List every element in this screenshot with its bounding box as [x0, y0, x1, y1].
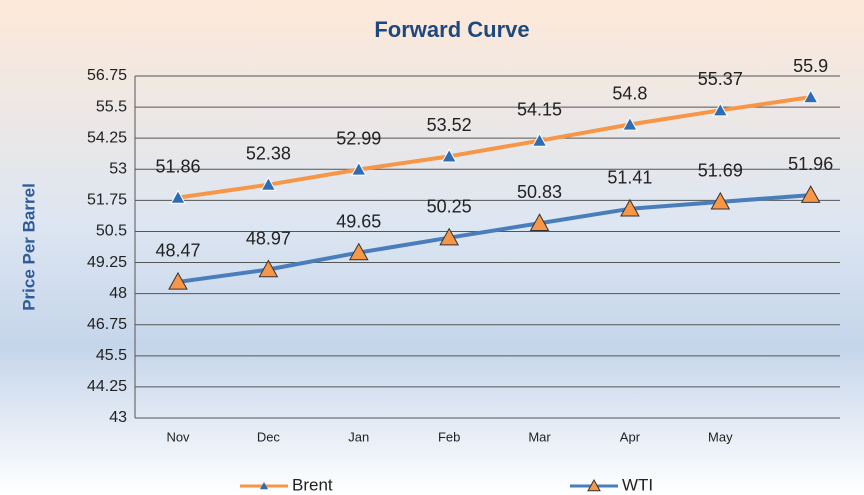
x-tick-label: Jan	[348, 429, 369, 444]
x-tick-label: Dec	[257, 429, 281, 444]
marker	[168, 271, 188, 290]
marker	[802, 89, 819, 104]
y-tick-label: 45.5	[96, 347, 127, 364]
y-tick-label: 56.75	[87, 67, 127, 84]
y-tick-label: 48	[109, 285, 127, 302]
legend-label: Brent	[292, 475, 333, 494]
data-label: 48.47	[155, 241, 200, 261]
data-label: 51.69	[698, 161, 743, 181]
marker	[622, 116, 638, 131]
x-tick-label: Apr	[620, 429, 641, 444]
marker	[350, 161, 367, 176]
series-line	[177, 193, 811, 284]
marker	[439, 227, 460, 246]
data-label: 52.99	[336, 128, 381, 148]
data-label: 50.25	[427, 196, 472, 216]
marker	[531, 132, 548, 147]
y-tick-label: 53	[109, 160, 127, 177]
data-label: 52.38	[246, 143, 291, 163]
marker	[170, 189, 186, 204]
x-tick-label: Feb	[438, 429, 460, 444]
legend-label: WTI	[622, 475, 653, 494]
y-tick-label: 49.25	[87, 254, 127, 271]
data-label: 48.97	[246, 228, 291, 248]
y-tick-label: 44.25	[87, 378, 127, 395]
marker	[620, 198, 640, 217]
legend-marker	[260, 482, 268, 490]
y-tick-label: 55.5	[96, 98, 127, 115]
x-tick-label: Nov	[166, 429, 190, 444]
data-label: 50.83	[517, 182, 562, 202]
y-axis-label: Price Per Barrel	[19, 183, 38, 311]
legend-marker	[587, 478, 601, 492]
marker	[529, 213, 550, 231]
data-label: 51.41	[607, 168, 652, 188]
marker	[441, 148, 458, 163]
marker	[260, 176, 277, 191]
data-label: 55.37	[698, 69, 743, 89]
marker	[258, 259, 279, 278]
series-line	[177, 95, 811, 200]
data-label: 54.15	[517, 99, 562, 119]
marker	[712, 102, 729, 117]
x-tick-label: Mar	[528, 429, 551, 444]
marker	[710, 191, 731, 210]
data-label: 51.96	[788, 154, 833, 174]
marker	[348, 242, 369, 261]
y-tick-label: 54.25	[87, 129, 127, 146]
chart-title: Forward Curve	[374, 17, 529, 42]
data-label: 51.86	[155, 156, 200, 176]
x-tick-label: May	[708, 429, 733, 444]
y-tick-label: 51.75	[87, 192, 127, 209]
data-label: 49.65	[336, 211, 381, 231]
data-label: 54.8	[612, 83, 647, 103]
data-label: 55.9	[793, 56, 828, 76]
data-label: 53.52	[427, 115, 472, 135]
y-tick-label: 50.5	[96, 223, 127, 240]
y-tick-label: 43	[109, 409, 127, 426]
marker	[800, 185, 821, 203]
y-tick-label: 46.75	[87, 316, 127, 333]
